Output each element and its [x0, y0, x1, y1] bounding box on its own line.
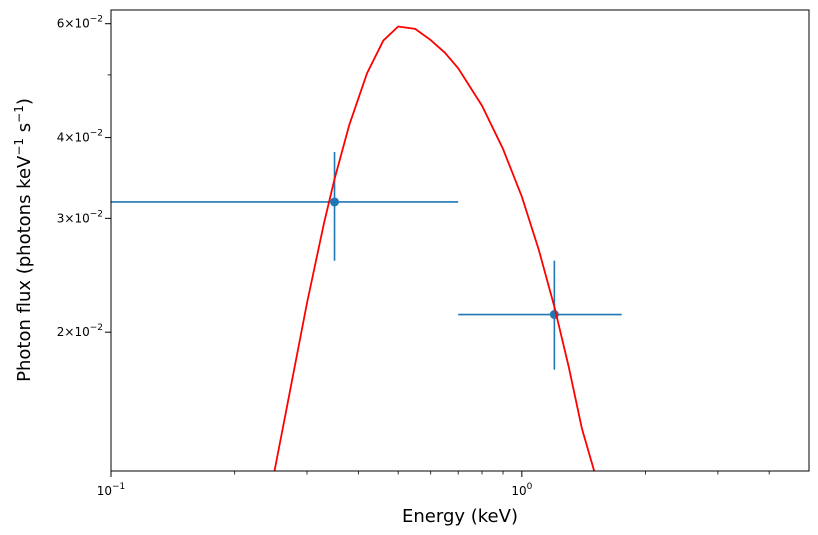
ticks-layer: 10−1 100 2×10−2 3×10−2 4×10−2 6×10−2 [57, 15, 770, 498]
axes-frame [110, 9, 810, 472]
y-label-part1: Photon flux (photons keV [14, 155, 35, 382]
data-point-2 [458, 260, 622, 370]
y-tick-label: 6×10−2 [57, 15, 103, 31]
y-tick-label: 4×10−2 [57, 129, 103, 145]
y-label-sup2: −1 [12, 105, 26, 123]
x-tick-label: 100 [511, 482, 532, 498]
plot-content [111, 25, 622, 471]
y-label-part2: s [14, 123, 35, 138]
x-axis-label: Energy (keV) [402, 506, 518, 527]
y-tick-label: 3×10−2 [57, 209, 103, 225]
y-axis-label: Photon flux (photons keV−1 s−1) [12, 98, 35, 382]
model-curve [273, 25, 596, 471]
data-point-1 [111, 151, 459, 261]
y-label-sup1: −1 [12, 138, 26, 156]
data-marker [330, 197, 340, 207]
y-tick-label: 2×10−2 [57, 323, 103, 339]
x-tick-label: 10−1 [97, 482, 126, 498]
y-label-part3: ) [14, 98, 35, 105]
